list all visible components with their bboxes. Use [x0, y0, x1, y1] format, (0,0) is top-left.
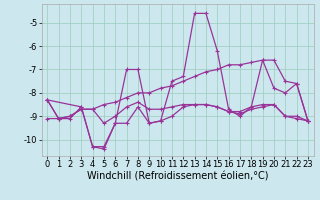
X-axis label: Windchill (Refroidissement éolien,°C): Windchill (Refroidissement éolien,°C) — [87, 172, 268, 182]
